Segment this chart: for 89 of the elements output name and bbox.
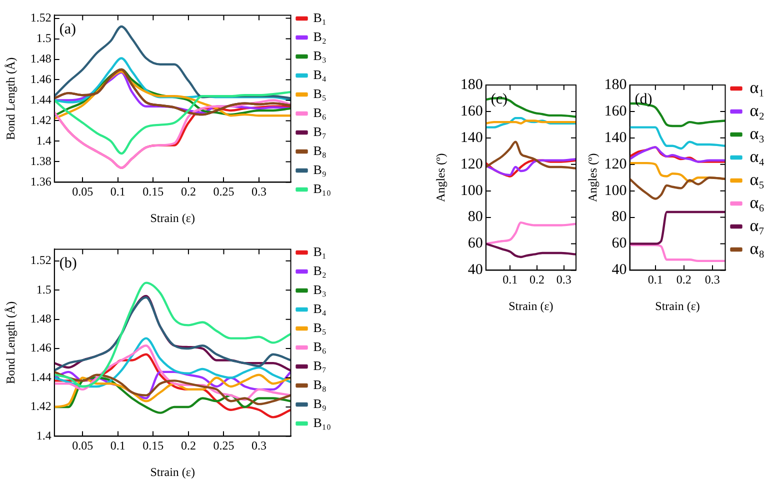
legend-label: B₄ [313, 300, 327, 316]
legend-label: α₄ [750, 146, 765, 166]
annotation: (a) [59, 22, 76, 38]
x-axis-title: Strain (ε) [655, 298, 700, 313]
legend-label: B₄ [313, 66, 327, 82]
legend-label: B₁₀ [313, 414, 332, 430]
legend-label: α₈ [750, 238, 765, 258]
x-tick-label: 0.1 [110, 184, 126, 199]
legend-label: B₇ [313, 358, 326, 373]
legend-label: α₂ [750, 100, 765, 120]
x-tick-label: 0.1 [502, 272, 518, 287]
y-tick-label: 140 [460, 130, 483, 146]
y-tick-label: 160 [460, 103, 483, 120]
legend-label: B₃ [313, 282, 326, 297]
y-tick-label: 120 [460, 156, 483, 172]
legend-label: B₉ [313, 396, 326, 411]
legend-label: B₁₀ [313, 180, 332, 196]
y-tick-label: 180 [460, 76, 483, 93]
y-tick-label: 80 [468, 209, 483, 226]
y-tick-label: 1.38 [30, 154, 52, 168]
y-tick-label: 1.5 [36, 30, 52, 45]
x-tick-label: 0.15 [142, 184, 164, 199]
legend-label: B₁ [313, 244, 326, 259]
legend-label: B₉ [313, 162, 326, 177]
x-tick-label: 0.15 [142, 438, 164, 453]
y-tick-label: 120 [604, 156, 627, 172]
x-tick-label: 0.25 [213, 184, 234, 199]
x-tick-label: 0.1 [110, 438, 126, 453]
legend-label: B₂ [313, 262, 326, 278]
y-tick-label: 1.52 [30, 253, 52, 268]
x-tick-label: 0.05 [72, 184, 94, 199]
legend-label: B₂ [313, 28, 326, 44]
y-tick-label: 40 [468, 262, 483, 278]
legend-label: B₁ [313, 10, 326, 25]
legend-label: B₈ [313, 376, 326, 392]
x-tick-label: 0.2 [180, 184, 196, 199]
legend-label: α₅ [750, 170, 765, 189]
x-tick-label: 0.2 [530, 272, 544, 287]
y-tick-label: 100 [460, 182, 483, 199]
x-tick-label: 0.3 [704, 272, 720, 287]
y-axis-title: Bond Length (Å) [3, 301, 18, 384]
y-tick-label: 80 [612, 209, 627, 226]
y-tick-label: 1.4 [36, 428, 52, 442]
y-axis-title: Angles (º) [585, 153, 600, 202]
x-tick-label: 0.2 [180, 438, 196, 453]
y-tick-label: 1.52 [30, 10, 52, 24]
y-tick-label: 1.44 [30, 370, 52, 384]
y-tick-label: 1.44 [30, 92, 52, 106]
y-axis-title: Angles (º) [433, 153, 448, 202]
legend-label: α₃ [750, 124, 765, 143]
legend-label: B₅ [313, 320, 326, 335]
x-tick-label: 0.1 [648, 272, 663, 287]
y-tick-label: 1.46 [30, 340, 52, 355]
y-tick-label: 1.46 [30, 72, 52, 86]
legend-label: α₁ [750, 78, 765, 97]
y-tick-label: 100 [604, 182, 627, 199]
legend-label: B₇ [313, 124, 326, 139]
y-tick-label: 1.36 [30, 174, 52, 188]
y-tick-label: 40 [612, 262, 627, 278]
y-tick-label: 160 [604, 103, 627, 120]
y-tick-label: 60 [468, 236, 483, 252]
x-tick-label: 0.3 [252, 438, 267, 453]
y-tick-label: 1.48 [30, 311, 52, 326]
x-axis-title: Strain (ε) [508, 298, 554, 313]
y-tick-label: 60 [612, 236, 627, 252]
y-tick-label: 1.48 [30, 51, 52, 66]
annotation: (d) [634, 91, 652, 108]
x-tick-label: 0.3 [252, 184, 267, 199]
legend-label: B₆ [313, 338, 326, 354]
legend-label: B₆ [313, 104, 326, 120]
legend-label: α₆ [750, 192, 765, 212]
y-tick-label: 1.5 [36, 282, 52, 296]
legend-label: B₈ [313, 142, 326, 158]
y-tick-label: 1.4 [36, 133, 52, 148]
x-tick-label: 0.25 [213, 438, 234, 453]
x-tick-label: 0.2 [676, 272, 692, 287]
x-tick-label: 0.3 [556, 272, 572, 287]
x-axis-title: Strain (ε) [150, 464, 195, 479]
y-tick-label: 180 [604, 76, 627, 93]
y-axis-title: Bond Length (Å) [3, 57, 18, 140]
annotation: (b) [59, 256, 77, 272]
y-tick-label: 1.42 [30, 112, 52, 127]
x-tick-label: 0.05 [72, 438, 94, 453]
legend-label: B₅ [313, 86, 326, 101]
x-axis-title: Strain (ε) [150, 210, 195, 225]
legend-label: B₃ [313, 48, 326, 63]
legend-label: α₇ [750, 216, 765, 235]
y-tick-label: 140 [604, 130, 627, 146]
y-tick-label: 1.42 [30, 399, 52, 414]
